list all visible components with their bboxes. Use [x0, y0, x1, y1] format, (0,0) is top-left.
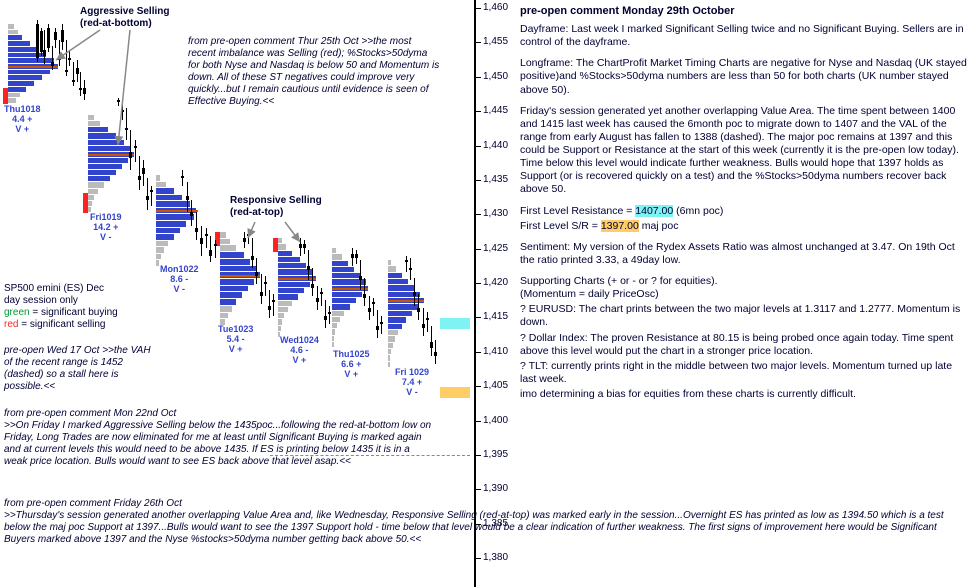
- ytick: 1,410: [483, 346, 508, 357]
- para-bias: imo determining a bias for equities from…: [520, 388, 970, 401]
- para-support-hdr: Supporting Charts (+ or - or ? for equit…: [520, 275, 970, 288]
- y-axis: 1,380 1,385 1,390 1,395 1,400 1,405 1,410 1,415…: [475, 0, 515, 587]
- ytick: 1,460: [483, 2, 508, 13]
- ytick: 1,405: [483, 380, 508, 391]
- para-dayframe: Dayframe: Last week I marked Significant…: [520, 23, 970, 49]
- day-label: Thu10256.6 +V +: [333, 350, 370, 380]
- resp-sell-header: Responsive Selling (red-at-top): [230, 195, 322, 219]
- ytick: 1,420: [483, 277, 508, 288]
- para-resistance: First Level Resistance = 1407.00 (6mn po…: [520, 205, 970, 218]
- para-sentiment: Sentiment: My version of the Rydex Asset…: [520, 241, 970, 267]
- market-profile: [332, 248, 368, 348]
- level-marker-cyan: [440, 318, 470, 329]
- para-momentum: (Momentum = daily PriceOsc): [520, 288, 970, 301]
- ytick: 1,435: [483, 174, 508, 185]
- ytick: 1,395: [483, 449, 508, 460]
- ytick: 1,455: [483, 36, 508, 47]
- day-label: Wed10244.6 -V +: [280, 336, 319, 366]
- day-label: Fri101914.2 +V -: [90, 213, 122, 243]
- note-17oct: pre-open Wed 17 Oct >>the VAH of the rec…: [4, 345, 154, 393]
- day-label: Fri 10297.4 +V -: [395, 368, 429, 398]
- para-tlt: ? TLT: currently prints right in the mid…: [520, 360, 970, 386]
- day-label: Mon10228.6 -V -: [160, 265, 199, 295]
- market-profile: [220, 232, 260, 326]
- ytick: 1,450: [483, 71, 508, 82]
- ytick: 1,425: [483, 243, 508, 254]
- note-22oct: from pre-open comment Mon 22nd Oct >>On …: [4, 408, 434, 468]
- agg-sell-header: Aggressive Selling (red-at-bottom): [80, 6, 169, 30]
- ytick: 1,440: [483, 140, 508, 151]
- para-eurusd: ? EURUSD: The chart prints between the t…: [520, 303, 970, 329]
- commentary-panel: pre-open comment Monday 29th October Day…: [520, 5, 970, 409]
- para-friday: Friday's session generated yet another o…: [520, 105, 970, 197]
- note-25oct: from pre-open comment Thur 25th Oct >>th…: [188, 36, 441, 108]
- ytick: 1,400: [483, 415, 508, 426]
- day-label: Thu10184.4 +V +: [4, 105, 41, 135]
- ytick: 1,445: [483, 105, 508, 116]
- ytick: 1,430: [483, 208, 508, 219]
- ytick: 1,380: [483, 552, 508, 563]
- legend: SP500 emini (ES) Dec day session only gr…: [4, 283, 144, 331]
- para-longframe: Longframe: The ChartProfit Market Timing…: [520, 57, 970, 96]
- ytick: 1,415: [483, 311, 508, 322]
- ytick: 1,390: [483, 483, 508, 494]
- para-sr: First Level S/R = 1397.00 maj poc: [520, 220, 970, 233]
- ytick: 1,385: [483, 518, 508, 529]
- para-dxy: ? Dollar Index: The proven Resistance at…: [520, 332, 970, 358]
- market-profile: [278, 238, 316, 338]
- page-title: pre-open comment Monday 29th October: [520, 5, 970, 17]
- chart-area: Aggressive Selling (red-at-bottom) Respo…: [0, 0, 470, 587]
- day-label: Tue10235.4 -V +: [218, 325, 253, 355]
- level-marker-orange: [440, 387, 470, 398]
